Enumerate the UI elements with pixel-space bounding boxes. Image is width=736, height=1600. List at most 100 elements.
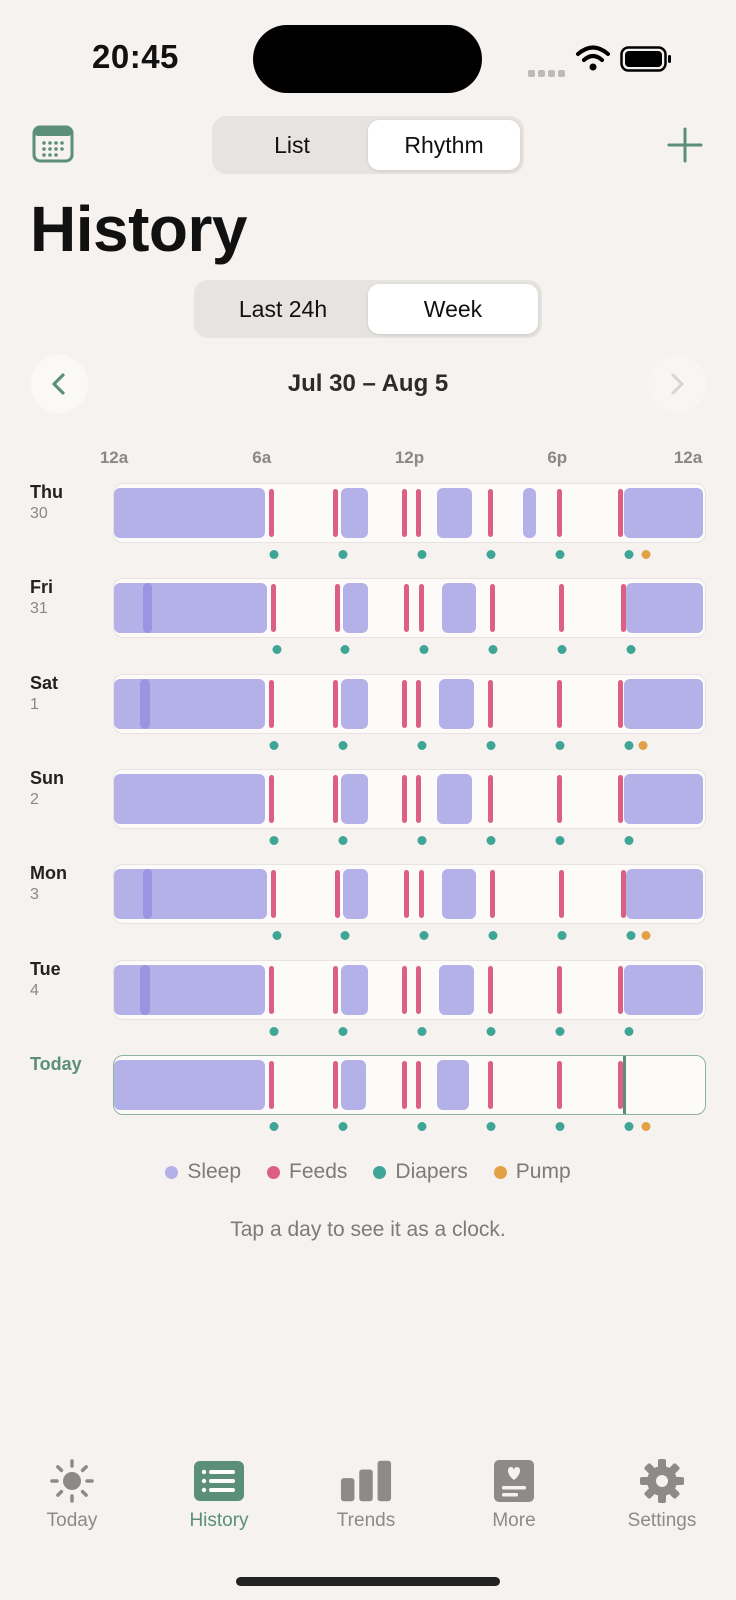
day-row-bar[interactable] bbox=[113, 864, 706, 925]
feed-mark bbox=[268, 965, 274, 1014]
sleep-segment bbox=[623, 488, 703, 538]
feed-mark bbox=[556, 1060, 562, 1109]
day-row-bar[interactable] bbox=[113, 1054, 706, 1115]
day-name: Sun bbox=[30, 767, 64, 788]
range-toggle: Last 24h Week bbox=[194, 280, 542, 338]
feed-mark bbox=[487, 679, 493, 728]
add-icon[interactable] bbox=[666, 126, 704, 164]
legend-sleep: Sleep bbox=[165, 1160, 241, 1184]
list-icon bbox=[194, 1461, 244, 1501]
diaper-dot bbox=[269, 550, 279, 559]
feed-mark bbox=[490, 870, 496, 919]
feed-mark bbox=[401, 489, 407, 537]
diaper-dot bbox=[417, 550, 427, 559]
view-toggle-rhythm[interactable]: Rhythm bbox=[368, 120, 520, 170]
feed-mark bbox=[401, 965, 407, 1014]
sleep-segment bbox=[114, 488, 265, 538]
feed-mark bbox=[618, 679, 624, 728]
tab-history[interactable]: History bbox=[159, 1458, 279, 1532]
page-title: History bbox=[30, 193, 248, 265]
diaper-dot bbox=[417, 1121, 427, 1131]
feed-mark bbox=[556, 774, 562, 823]
gear-icon bbox=[640, 1459, 684, 1503]
sleep-segment bbox=[340, 678, 369, 729]
diaper-dot bbox=[624, 1121, 634, 1131]
feed-mark bbox=[618, 489, 624, 537]
sleep-segment bbox=[340, 773, 369, 824]
sleep-segment bbox=[114, 964, 265, 1015]
day-name: Thu bbox=[30, 482, 63, 502]
diaper-dot bbox=[486, 835, 496, 845]
sleep-segment bbox=[439, 964, 474, 1015]
dynamic-island bbox=[253, 25, 482, 93]
feed-mark bbox=[487, 965, 493, 1014]
current-time-line bbox=[622, 1055, 626, 1114]
range-toggle-week[interactable]: Week bbox=[368, 284, 538, 334]
bar-chart-icon bbox=[340, 1460, 392, 1502]
legend-feeds: Feeds bbox=[267, 1160, 347, 1184]
diaper-dot bbox=[417, 835, 427, 845]
day-row-bar[interactable] bbox=[113, 578, 706, 639]
sun-icon bbox=[50, 1459, 94, 1503]
feed-mark bbox=[268, 489, 274, 537]
day-name: Fri bbox=[30, 577, 54, 598]
diaper-dot bbox=[269, 835, 279, 845]
diaper-dot bbox=[417, 740, 427, 750]
tab-settings[interactable]: Settings bbox=[602, 1458, 722, 1532]
day-name: Today bbox=[30, 1053, 82, 1074]
tab-today[interactable]: Today bbox=[12, 1458, 132, 1532]
home-indicator bbox=[236, 1577, 500, 1586]
diaper-dot bbox=[626, 645, 636, 655]
feed-mark bbox=[332, 965, 338, 1014]
chevron-left-icon bbox=[52, 373, 65, 395]
feed-mark bbox=[487, 489, 493, 537]
day-row-bar[interactable] bbox=[113, 673, 706, 734]
calendar-icon[interactable] bbox=[32, 124, 74, 164]
sleep-segment bbox=[441, 869, 477, 920]
day-row-bar[interactable] bbox=[113, 483, 706, 543]
tab-trends[interactable]: Trends bbox=[306, 1458, 426, 1532]
range-toggle-24h[interactable]: Last 24h bbox=[238, 295, 328, 322]
feed-mark bbox=[556, 679, 562, 728]
day-number: 2 bbox=[30, 790, 39, 808]
tab-more[interactable]: More bbox=[454, 1458, 574, 1532]
diaper-dot bbox=[272, 645, 282, 655]
diaper-dot bbox=[624, 835, 634, 845]
feed-mark bbox=[418, 870, 424, 919]
feed-mark bbox=[335, 584, 341, 633]
view-toggle: List Rhythm bbox=[212, 116, 524, 174]
feed-mark bbox=[416, 679, 422, 728]
sleep-segment bbox=[623, 678, 703, 729]
feed-mark bbox=[416, 489, 422, 537]
axis-tick-label: 12a bbox=[99, 448, 129, 467]
axis-tick-label: 6a bbox=[252, 448, 272, 467]
diaper-dot bbox=[340, 931, 350, 941]
feed-mark bbox=[332, 774, 338, 823]
heart-card-icon bbox=[494, 1460, 534, 1502]
day-row-bar[interactable] bbox=[113, 959, 706, 1020]
sleep-segment bbox=[114, 583, 268, 634]
diaper-dot bbox=[269, 1121, 279, 1131]
tab-label: History bbox=[189, 1510, 249, 1531]
diaper-dot bbox=[488, 931, 498, 941]
diaper-dot bbox=[555, 740, 565, 750]
next-week-button[interactable] bbox=[648, 355, 706, 413]
diaper-dot bbox=[486, 1026, 496, 1036]
feed-mark bbox=[556, 965, 562, 1014]
tab-label: Settings bbox=[627, 1510, 697, 1531]
diaper-dot bbox=[555, 550, 565, 559]
feed-mark bbox=[490, 584, 496, 633]
wifi-icon bbox=[576, 45, 610, 71]
sleep-deep-segment bbox=[142, 583, 153, 634]
diaper-dot bbox=[624, 740, 634, 750]
feed-mark bbox=[401, 679, 407, 728]
sleep-segment bbox=[623, 773, 703, 824]
diaper-dot bbox=[269, 1026, 279, 1036]
sleep-segment bbox=[626, 869, 703, 920]
chevron-right-icon bbox=[671, 373, 684, 395]
diaper-dot bbox=[340, 645, 350, 655]
day-row-bar[interactable] bbox=[113, 768, 706, 829]
previous-week-button[interactable] bbox=[30, 355, 88, 413]
feed-mark bbox=[332, 489, 338, 537]
view-toggle-list[interactable]: List bbox=[274, 131, 310, 158]
